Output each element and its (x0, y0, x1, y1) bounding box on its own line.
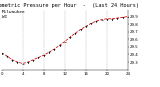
Text: Milwaukee
WI: Milwaukee WI (2, 10, 25, 19)
Text: Barometric Pressure per Hour  -  (Last 24 Hours): Barometric Pressure per Hour - (Last 24 … (0, 3, 139, 8)
